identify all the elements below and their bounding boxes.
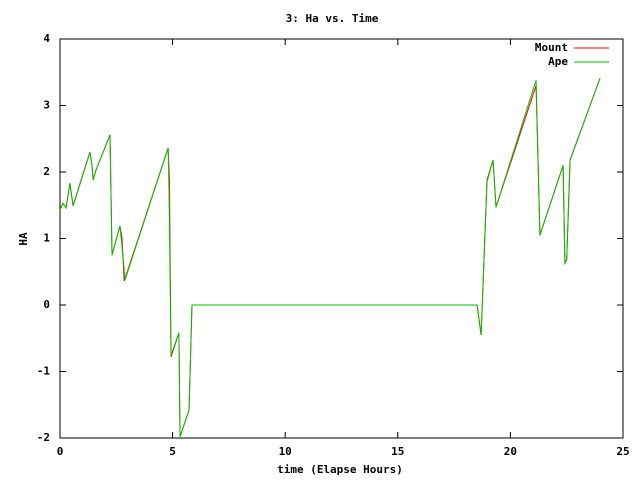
y-tick-label: -1 (37, 365, 51, 378)
y-tick-label: 0 (43, 298, 50, 311)
chart-title: 3: Ha vs. Time (286, 12, 379, 25)
y-tick-label: 2 (43, 165, 50, 178)
plot-border (59, 38, 624, 439)
x-tick-label: 25 (616, 445, 629, 458)
y-tick-label: 4 (43, 32, 50, 45)
data-line (59, 78, 601, 437)
x-tick-label: 0 (57, 445, 64, 458)
x-axis-label: time (Elapse Hours) (277, 463, 403, 476)
y-axis-label: HA (17, 232, 30, 246)
y-tick-label: 1 (43, 232, 50, 245)
legend-label: Ape (548, 55, 568, 68)
y-tick-label: -2 (37, 431, 50, 444)
y-tick-label: 3 (43, 99, 50, 112)
x-tick-label: 10 (279, 445, 292, 458)
x-tick-label: 20 (504, 445, 517, 458)
x-tick-label: 15 (391, 445, 404, 458)
legend-label: Mount (535, 41, 568, 54)
x-tick-label: 5 (169, 445, 176, 458)
data-line (59, 78, 601, 437)
